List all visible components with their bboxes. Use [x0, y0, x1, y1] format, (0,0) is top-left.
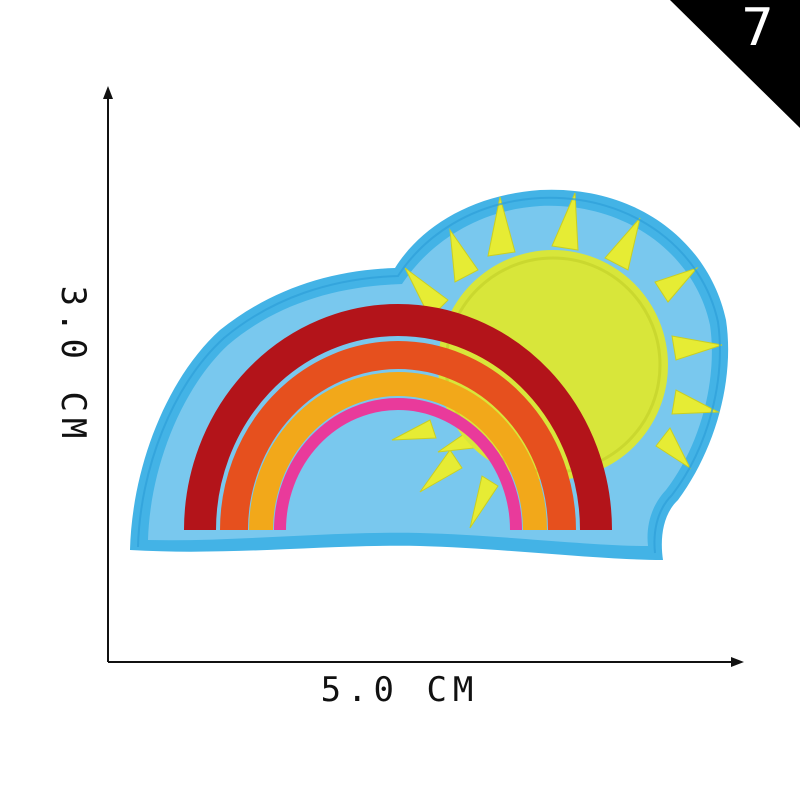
corner-badge [670, 0, 800, 128]
rainbow-band-orange [220, 341, 576, 531]
rainbow-band-red [184, 304, 612, 531]
rainbow-band-yellow [249, 372, 547, 531]
product-number: 7 [740, 0, 774, 58]
measurement-axes [107, 95, 738, 663]
rainbow-band-pink [274, 398, 522, 531]
width-dimension-label: 5.0 CM [320, 670, 480, 710]
horizontal-arrow-icon [731, 657, 744, 667]
vertical-arrow-icon [103, 86, 113, 99]
sun-rays [391, 192, 723, 529]
height-dimension-label: 3.0 CM [53, 285, 93, 445]
rainbow [184, 304, 612, 531]
embroidered-patch [130, 189, 729, 561]
